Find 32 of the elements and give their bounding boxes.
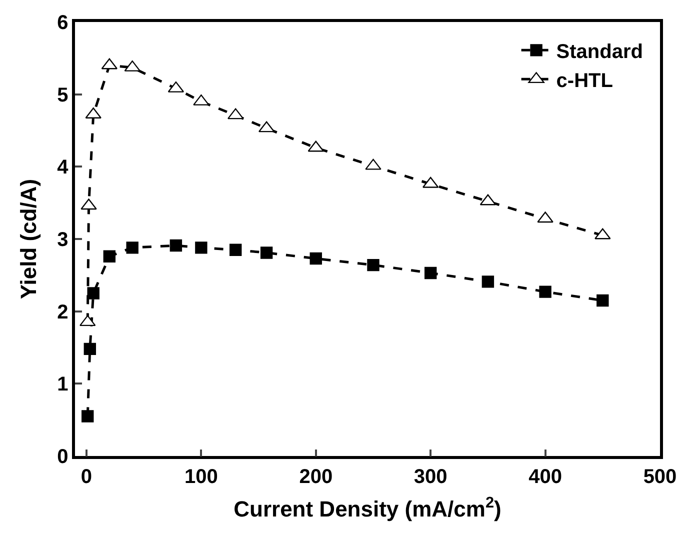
y-axis-title: Yield (cd/A) xyxy=(16,178,41,300)
point xyxy=(367,258,380,272)
x-tick-label: 100 xyxy=(184,466,218,488)
legend-label: Standard xyxy=(556,40,643,63)
x-tick-label: 300 xyxy=(414,466,448,488)
point xyxy=(195,242,208,254)
point xyxy=(126,242,138,254)
point xyxy=(424,266,437,280)
x-tick-label: 500 xyxy=(643,466,677,488)
point xyxy=(87,287,100,300)
x-tick-label: 400 xyxy=(528,466,562,488)
y-tick-label: 4 xyxy=(57,156,70,179)
legend-label: c-HTL xyxy=(556,70,613,92)
y-tick-label: 0 xyxy=(57,446,68,468)
point xyxy=(482,276,494,288)
y-tick-label: 6 xyxy=(57,12,68,34)
y-tick-label: 1 xyxy=(57,374,68,396)
x-tick-label: 0 xyxy=(80,466,92,488)
point xyxy=(82,410,94,422)
point xyxy=(310,252,322,265)
point xyxy=(84,342,96,356)
point xyxy=(260,246,273,259)
point xyxy=(539,286,552,298)
x-axis-title: Current Density (mA/cm$^{2}$) xyxy=(234,494,502,522)
point xyxy=(103,250,116,262)
y-tick-label: 2 xyxy=(57,301,68,324)
point xyxy=(170,239,182,252)
point xyxy=(596,294,609,307)
y-tick-label: 5 xyxy=(57,84,68,106)
x-tick-label: 200 xyxy=(299,466,333,488)
y-tick-label: 3 xyxy=(57,229,68,251)
point xyxy=(229,244,242,256)
